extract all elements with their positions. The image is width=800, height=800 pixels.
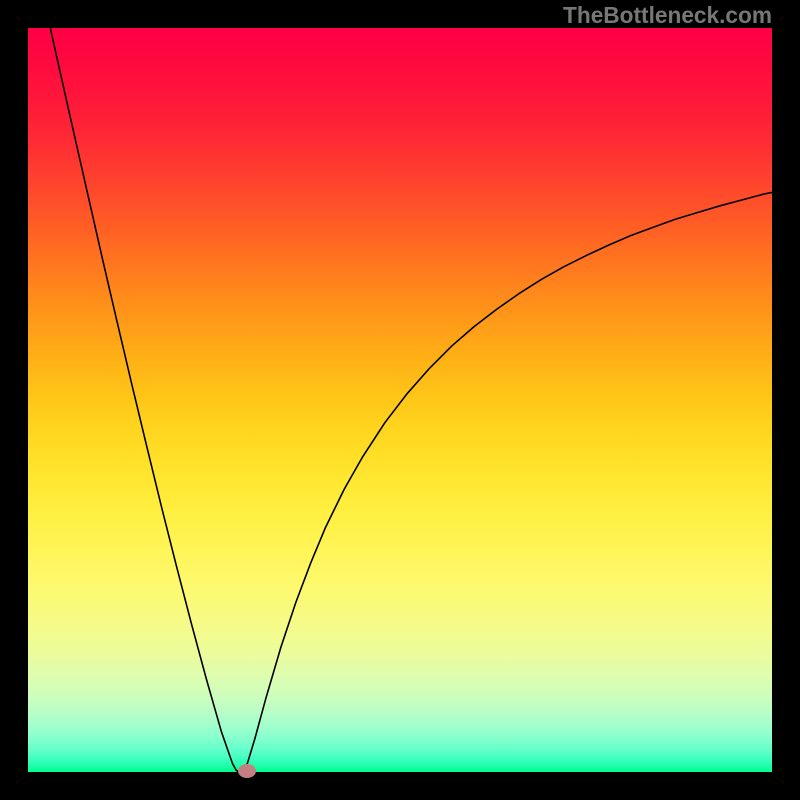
optimum-marker bbox=[238, 764, 256, 778]
chart-container: TheBottleneck.com bbox=[0, 0, 800, 800]
bottleneck-curve bbox=[28, 28, 772, 772]
watermark-text: TheBottleneck.com bbox=[563, 2, 772, 29]
plot-area bbox=[28, 28, 772, 772]
